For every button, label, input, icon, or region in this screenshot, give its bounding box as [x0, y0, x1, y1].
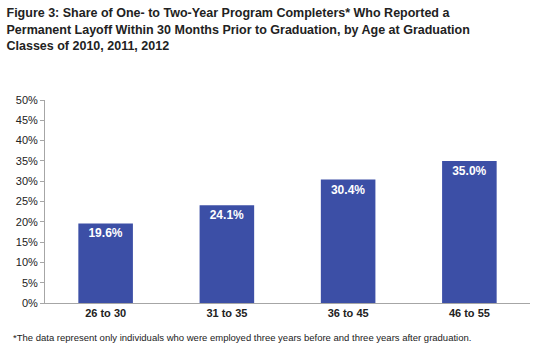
svg-text:35%: 35% — [16, 155, 38, 167]
svg-text:25%: 25% — [16, 195, 38, 207]
svg-text:35.0%: 35.0% — [452, 164, 486, 178]
svg-text:20%: 20% — [16, 216, 38, 228]
svg-text:0%: 0% — [22, 297, 38, 309]
svg-text:46 to 55: 46 to 55 — [449, 307, 490, 319]
svg-text:Figure 3: Share of One- to Two: Figure 3: Share of One- to Two-Year Prog… — [7, 6, 470, 53]
svg-text:30.4%: 30.4% — [331, 183, 365, 197]
svg-text:10%: 10% — [16, 256, 38, 268]
svg-text:31 to 35: 31 to 35 — [206, 307, 247, 319]
svg-text:24.1%: 24.1% — [210, 208, 244, 222]
svg-text:26 to 30: 26 to 30 — [85, 307, 126, 319]
svg-text:15%: 15% — [16, 236, 38, 248]
svg-text:50%: 50% — [16, 94, 38, 106]
svg-text:40%: 40% — [16, 134, 38, 146]
svg-text:36 to 45: 36 to 45 — [328, 307, 369, 319]
svg-text:*The data represent only indiv: *The data represent only individuals who… — [13, 332, 471, 343]
svg-text:5%: 5% — [22, 277, 38, 289]
svg-text:30%: 30% — [16, 175, 38, 187]
svg-text:45%: 45% — [16, 114, 38, 126]
svg-text:19.6%: 19.6% — [88, 226, 122, 240]
